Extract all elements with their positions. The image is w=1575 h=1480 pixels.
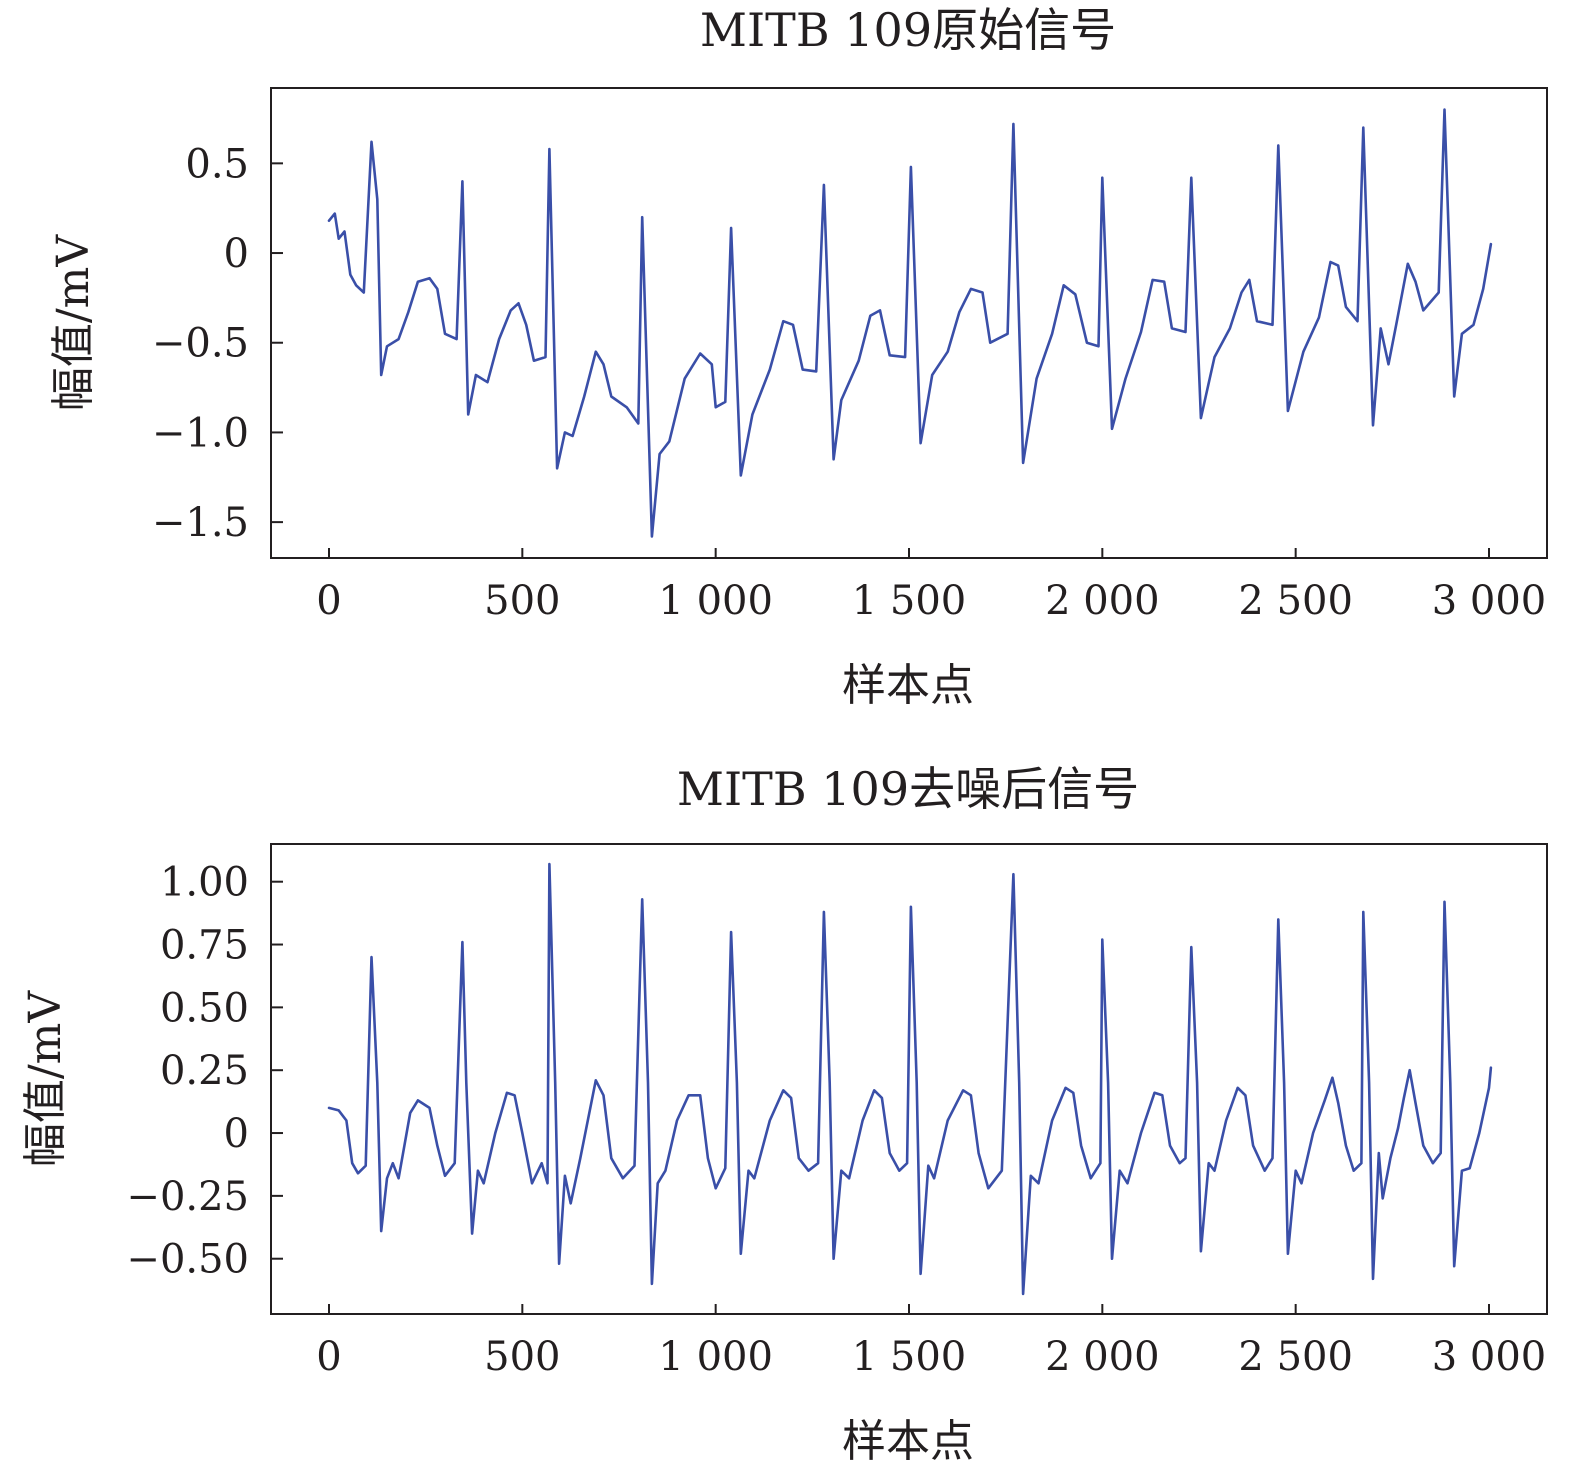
raw-x-tick-label: 3 000 — [1432, 578, 1547, 624]
raw-y-axis-label: 幅值/mV — [48, 234, 99, 412]
raw-x-tick-label: 1 000 — [658, 578, 773, 624]
raw-x-tick-label: 2 500 — [1238, 578, 1353, 624]
raw-y-tick-label: 0 — [224, 231, 249, 277]
denoised-y-tick-label: 0.25 — [160, 1048, 249, 1094]
denoised-x-tick-label: 1 000 — [658, 1334, 773, 1380]
denoised-y-axis-label: 幅值/mV — [20, 990, 71, 1168]
denoised-x-tick-label: 2 500 — [1238, 1334, 1353, 1380]
denoised-x-axis-label: 样本点 — [842, 1416, 974, 1467]
raw-x-axis-label: 样本点 — [842, 660, 974, 711]
raw-plot-frame — [270, 87, 1548, 559]
denoised-x-axis: 0 500 1 000 1 500 2 000 2 500 3 000 — [316, 1304, 1546, 1380]
denoised-y-tick-label: 0.50 — [160, 985, 249, 1031]
raw-signal-line — [327, 108, 1493, 538]
raw-y-tick-label: −0.5 — [152, 321, 249, 367]
raw-y-tick-label: −1.0 — [152, 410, 249, 456]
raw-y-tick-label: −1.5 — [152, 500, 249, 546]
denoised-chart-title: MITB 109去噪后信号 — [677, 762, 1139, 816]
denoised-y-axis: 1.00 0.75 0.50 0.25 0 −0.25 −0.50 — [126, 860, 283, 1283]
raw-x-tick-label: 500 — [484, 578, 560, 624]
raw-y-axis: 0.5 0 −0.5 −1.0 −1.5 — [152, 141, 283, 546]
raw-y-tick-label: 0.5 — [185, 141, 249, 187]
denoised-x-tick-label: 2 000 — [1045, 1334, 1160, 1380]
denoised-y-tick-label: 0.75 — [160, 923, 249, 969]
raw-signal-panel: MITB 109原始信号 0 500 1 000 1 500 2 000 2 500 3 0… — [48, 3, 1548, 711]
denoised-x-tick-label: 0 — [316, 1334, 341, 1380]
raw-x-axis: 0 500 1 000 1 500 2 000 2 500 3 000 — [316, 548, 1546, 624]
raw-x-tick-label: 1 500 — [852, 578, 967, 624]
raw-x-tick-label: 0 — [316, 578, 341, 624]
raw-chart-title: MITB 109原始信号 — [700, 3, 1116, 57]
denoised-x-tick-label: 1 500 — [852, 1334, 967, 1380]
denoised-x-tick-label: 500 — [484, 1334, 560, 1380]
denoised-signal-panel: MITB 109去噪后信号 0 500 1 000 1 500 2 000 2 500 3 … — [20, 762, 1548, 1467]
denoised-y-tick-label: −0.50 — [126, 1237, 249, 1283]
denoised-y-tick-label: −0.25 — [126, 1174, 249, 1220]
denoised-x-tick-label: 3 000 — [1432, 1334, 1547, 1380]
raw-x-tick-label: 2 000 — [1045, 578, 1160, 624]
denoised-y-tick-label: 0 — [224, 1111, 249, 1157]
denoised-signal-line — [327, 862, 1493, 1296]
denoised-y-tick-label: 1.00 — [160, 860, 249, 906]
